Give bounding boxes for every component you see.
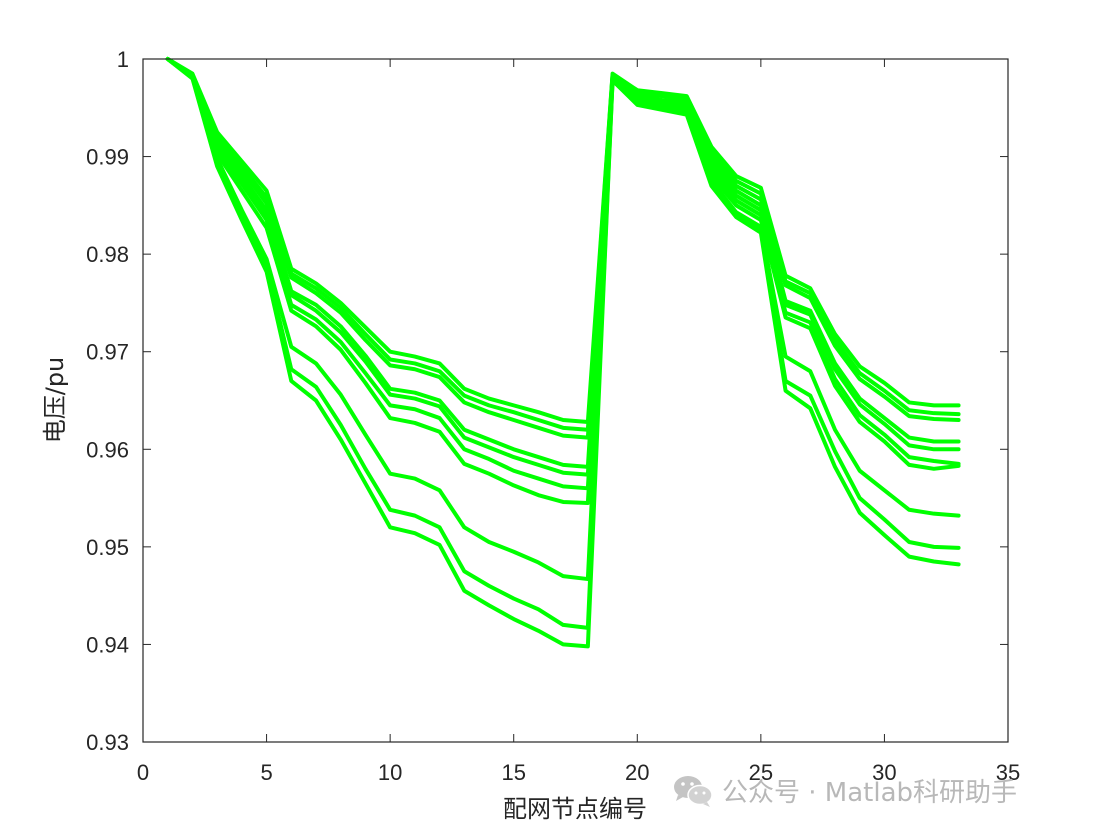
series-line-1	[165, 57, 961, 424]
wechat-icon	[674, 775, 713, 807]
y-tick-label: 0.94	[86, 632, 129, 657]
series-line-10	[165, 57, 961, 649]
series-line-9	[165, 57, 961, 630]
x-tick-label: 15	[501, 760, 525, 785]
y-tick-label: 1	[117, 47, 129, 72]
y-tick-label: 0.99	[86, 145, 129, 170]
x-tick-label: 20	[625, 760, 649, 785]
series-layer	[165, 57, 961, 649]
x-tick-label: 35	[996, 760, 1020, 785]
series-line-5	[165, 57, 961, 477]
watermark: 公众号 · Matlab科研助手	[672, 772, 1017, 809]
y-tick-label: 0.98	[86, 242, 129, 267]
series-line-7	[165, 57, 961, 505]
y-ticks: 0.93 0.94 0.95 0.96 0.97 0.98 0.99 1	[86, 47, 1008, 755]
x-ticks: 0 5 10 15 20 25 30 35	[137, 59, 1020, 785]
x-tick-label: 10	[378, 760, 402, 785]
y-tick-label: 0.95	[86, 535, 129, 560]
series-line-2	[165, 57, 961, 432]
series-line-4	[165, 57, 961, 469]
axes-box	[142, 58, 1009, 743]
x-tick-label: 30	[872, 760, 896, 785]
series-line-6	[165, 57, 961, 491]
plot-area	[143, 59, 1008, 742]
x-tick-label: 25	[749, 760, 773, 785]
x-tick-label: 0	[137, 760, 149, 785]
y-axis-label: 电压/pu	[41, 357, 69, 444]
y-tick-label: 0.97	[86, 340, 129, 365]
y-tick-label: 0.96	[86, 437, 129, 462]
y-tick-label: 0.93	[86, 730, 129, 755]
series-line-8	[165, 57, 961, 582]
series-line-3	[165, 57, 961, 440]
x-tick-label: 5	[260, 760, 272, 785]
x-axis-label: 配网节点编号	[503, 795, 647, 823]
watermark-text: 公众号 · Matlab科研助手	[722, 778, 1018, 808]
